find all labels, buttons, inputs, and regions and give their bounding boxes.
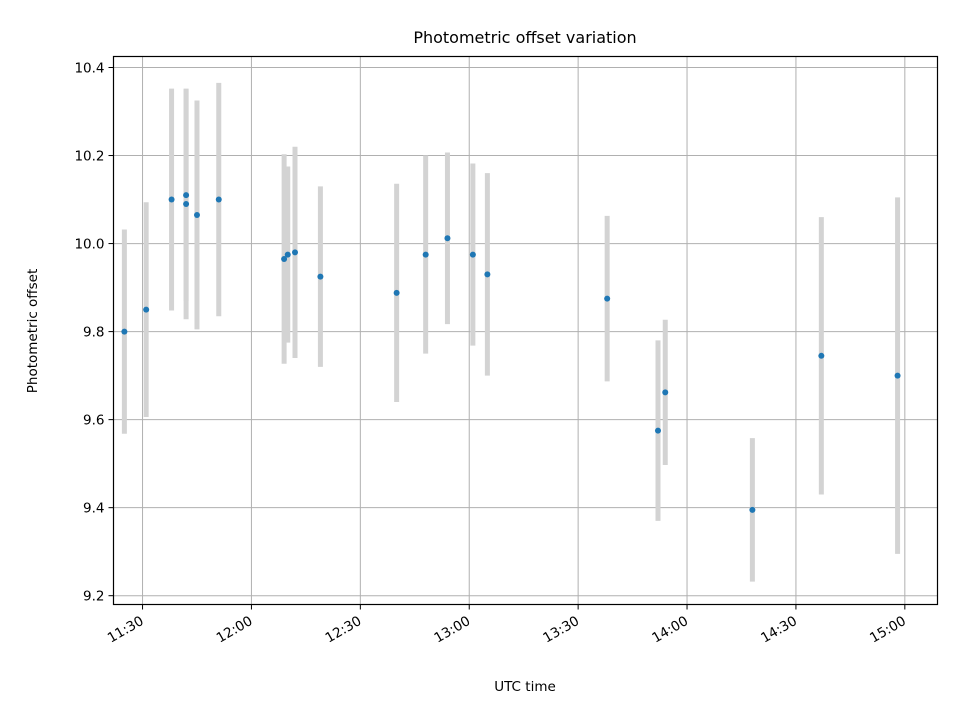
data-point: [121, 328, 128, 335]
data-point: [604, 295, 611, 302]
y-tick-label: 9.2: [83, 589, 104, 605]
chart-title: Photometric offset variation: [413, 28, 636, 47]
x-axis-label: UTC time: [494, 679, 556, 695]
data-point: [894, 372, 901, 379]
y-tick-label: 10.4: [74, 61, 104, 77]
data-point: [317, 273, 324, 280]
data-point: [484, 271, 491, 278]
data-point: [654, 427, 661, 434]
plot-frame: [112, 55, 939, 606]
data-point: [393, 289, 400, 296]
data-point: [749, 506, 756, 513]
y-tick-label: 9.6: [83, 413, 104, 429]
data-point: [193, 211, 200, 218]
y-tick-label: 9.4: [83, 501, 104, 517]
data-point: [215, 196, 222, 203]
data-point: [284, 251, 291, 258]
data-point: [168, 196, 175, 203]
y-axis-ticks: 9.2 9.4 9.6 9.8 10.0 10.2 10.4: [74, 61, 114, 605]
y-tick-label: 10.0: [74, 237, 104, 253]
y-axis-label: Photometric offset: [25, 269, 41, 393]
data-point: [444, 235, 451, 242]
data-point: [422, 251, 429, 258]
data-point: [183, 200, 190, 207]
data-point: [469, 251, 476, 258]
y-tick-label: 9.8: [83, 325, 104, 341]
y-tick-label: 10.2: [74, 149, 104, 165]
data-point: [183, 192, 190, 199]
data-point: [818, 352, 825, 359]
data-point: [281, 255, 288, 262]
data-point: [662, 389, 669, 396]
grid: [113, 56, 938, 605]
data-point: [143, 306, 150, 313]
data-points: [121, 192, 901, 513]
data-point: [291, 249, 298, 256]
